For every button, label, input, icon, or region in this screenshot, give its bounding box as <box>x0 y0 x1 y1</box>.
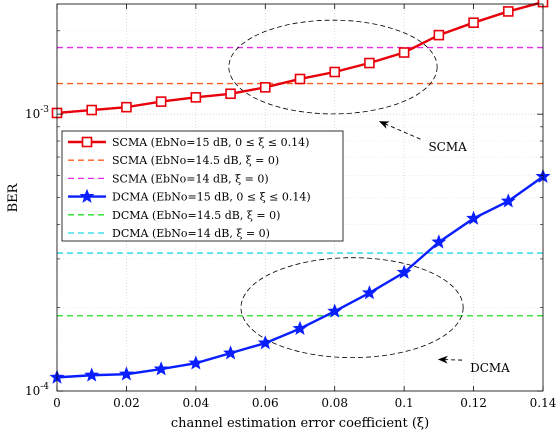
data-point <box>500 193 516 208</box>
data-point <box>398 47 410 58</box>
data-point <box>257 335 273 350</box>
data-point <box>327 303 343 318</box>
legend-entry-label: DCMA (EbNo=14.5 dB, ξ = 0) <box>112 209 280 222</box>
data-point <box>84 367 100 382</box>
annotation-arrow <box>378 121 421 140</box>
data-point <box>396 264 412 279</box>
x-tick-label: 0.08 <box>321 396 348 410</box>
data-point <box>468 17 479 28</box>
data-point <box>364 57 375 69</box>
annotation-ellipse <box>228 19 438 115</box>
annotation-label: DCMA <box>470 361 510 375</box>
data-point <box>86 104 98 116</box>
y-tick-label: 10-4 <box>25 382 49 398</box>
legend-entry-label: DCMA (EbNo=15 dB, 0 ≤ ξ ≤ 0.14) <box>112 191 311 204</box>
legend-entry-label: DCMA (EbNo=14 dB, ξ = 0) <box>112 227 270 240</box>
x-tick-label: 0.02 <box>113 396 140 410</box>
x-tick-label: 0.06 <box>252 396 279 410</box>
x-tick-label: 0.12 <box>460 396 487 410</box>
x-tick-label: 0.1 <box>395 396 414 410</box>
x-tick-label: 0 <box>53 396 61 410</box>
data-point <box>259 82 271 93</box>
legend-box <box>61 130 344 242</box>
legend-marker <box>81 136 93 148</box>
annotations: SCMA DCMA <box>228 19 510 375</box>
data-point <box>433 29 445 41</box>
data-point <box>121 101 132 113</box>
annotation-arrow <box>437 355 463 364</box>
data-point <box>431 234 447 249</box>
legend-entry-label: SCMA (EbNo=14 dB, ξ = 0) <box>112 172 269 185</box>
data-point <box>502 6 514 17</box>
data-point <box>190 92 202 103</box>
data-point <box>329 66 341 78</box>
data-point <box>225 88 236 100</box>
data-point <box>466 210 482 225</box>
y-axis-label: BER <box>6 182 21 212</box>
annotation-ellipse <box>240 257 464 359</box>
data-point <box>153 361 169 376</box>
data-point <box>294 73 306 85</box>
x-tick-label: 0.04 <box>182 396 209 410</box>
legend-entry-label: SCMA (EbNo=14.5 dB, ξ = 0) <box>112 154 279 167</box>
axis-ticks: 0 0.02 0.04 0.06 0.08 0.1 0.12 0.14 10-3 10-4 <box>25 4 557 410</box>
legend-entry-label: SCMA (EbNo=15 dB, 0 ≤ ξ ≤ 0.14) <box>112 136 309 149</box>
data-point <box>188 355 204 370</box>
data-point <box>361 285 377 300</box>
x-axis-label: channel estimation error coefficient (ξ) <box>171 416 429 431</box>
x-tick-label: 0.14 <box>530 396 557 410</box>
data-point <box>118 366 134 381</box>
data-point <box>155 96 167 107</box>
y-tick-label: 10-3 <box>25 105 49 121</box>
legend: SCMA (EbNo=15 dB, 0 ≤ ξ ≤ 0.14) SCMA (EbN… <box>61 130 344 242</box>
legend-marker <box>79 188 95 203</box>
data-point <box>292 320 308 335</box>
data-point <box>223 345 239 360</box>
annotation-label: SCMA <box>428 140 467 154</box>
